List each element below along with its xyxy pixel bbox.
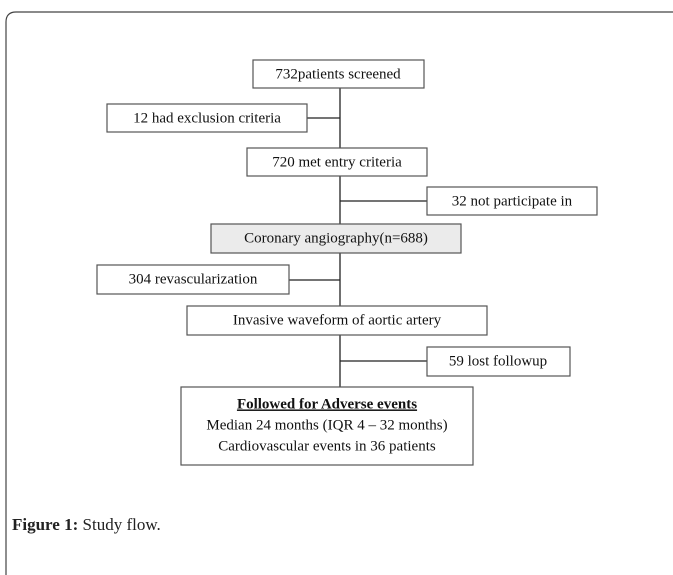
caption-label: Figure 1: (12, 515, 79, 534)
node-box (210, 223, 462, 254)
caption: Figure 1: Study flow. (12, 515, 161, 535)
final-box (180, 386, 474, 466)
node-label: 59 lost followup (449, 353, 547, 369)
node-box (426, 346, 571, 377)
node-box (252, 59, 425, 89)
node-label: Coronary angiography(n=688) (244, 230, 428, 246)
node-label: 32 not participate in (452, 193, 573, 209)
final-line: Median 24 months (IQR 4 – 32 months) (206, 417, 447, 433)
node-label: 12 had exclusion criteria (133, 110, 281, 126)
node-box (186, 305, 488, 336)
node-box (96, 264, 290, 295)
node-label: Invasive waveform of aortic artery (233, 312, 442, 328)
node-label: 304 revascularization (129, 271, 258, 287)
final-title: Followed for Adverse events (237, 396, 417, 412)
node-label: 720 met entry criteria (272, 154, 402, 170)
frame (5, 11, 673, 575)
node-box (246, 147, 428, 177)
node-label: 732patients screened (275, 66, 401, 82)
node-box (426, 186, 598, 216)
caption-text: Study flow. (82, 515, 161, 534)
node-box (106, 103, 308, 133)
final-line: Cardiovascular events in 36 patients (218, 438, 436, 454)
